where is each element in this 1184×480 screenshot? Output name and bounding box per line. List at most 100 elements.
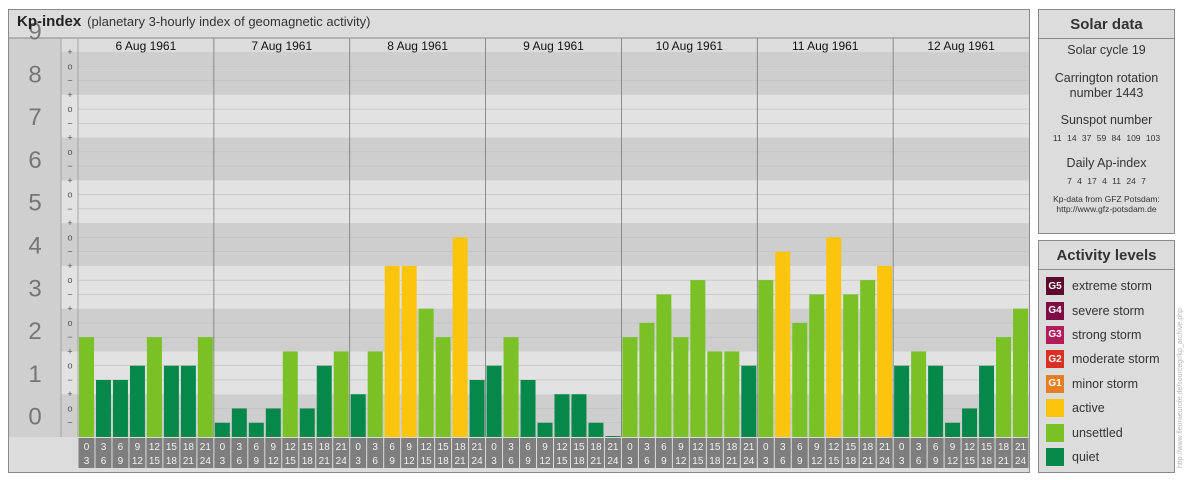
kp-bar xyxy=(605,436,621,437)
hour-start-label: 9 xyxy=(406,442,412,453)
hour-box xyxy=(672,438,689,468)
hour-end-label: 3 xyxy=(899,456,905,467)
hour-start-label: 3 xyxy=(101,442,107,453)
hour-end-label: 12 xyxy=(404,456,416,467)
activity-level-label: quiet xyxy=(1072,449,1100,464)
hour-start-label: 15 xyxy=(573,442,585,453)
hour-end-label: 9 xyxy=(797,456,803,467)
hour-box xyxy=(503,438,520,468)
kp-band xyxy=(9,180,1029,224)
day-label: 11 Aug 1961 xyxy=(792,39,859,53)
kp-bar xyxy=(877,265,893,437)
hour-box xyxy=(978,438,995,468)
y-minor-label: + xyxy=(67,389,72,399)
hour-box xyxy=(1012,438,1029,468)
hour-start-label: 0 xyxy=(220,442,226,453)
hour-box xyxy=(774,438,791,468)
kp-bar xyxy=(520,379,536,437)
hour-box xyxy=(537,438,553,468)
y-minor-label: o xyxy=(67,61,72,71)
hour-start-label: 0 xyxy=(84,442,90,453)
y-tick-label: 6 xyxy=(28,147,41,174)
hour-start-label: 3 xyxy=(372,442,378,453)
kp-bar xyxy=(656,294,672,437)
hour-box xyxy=(418,438,435,468)
hour-box xyxy=(163,438,180,468)
hour-end-label: 24 xyxy=(472,456,484,467)
hour-end-label: 24 xyxy=(743,456,755,467)
hour-end-label: 6 xyxy=(101,456,107,467)
hour-box xyxy=(842,438,859,468)
y-minor-label: o xyxy=(67,275,72,285)
carrington-line-2: number 1443 xyxy=(1069,86,1144,100)
hour-box xyxy=(350,438,367,468)
hour-end-label: 6 xyxy=(644,456,650,467)
hour-start-label: 9 xyxy=(950,442,956,453)
kp-bar xyxy=(435,337,451,437)
kp-bar xyxy=(826,237,842,437)
kp-bar xyxy=(707,351,723,437)
y-minor-label: + xyxy=(67,47,72,57)
activity-level-swatch: G4 xyxy=(1046,301,1064,320)
hour-box xyxy=(961,438,978,468)
activity-level-extreme-storm: G5 extreme storm xyxy=(1039,274,1174,298)
solar-cycle: Solar cycle 19 xyxy=(1067,43,1146,57)
hour-box xyxy=(791,438,808,468)
hour-end-label: 6 xyxy=(916,456,922,467)
y-minor-label: − xyxy=(67,76,72,86)
hour-start-label: 12 xyxy=(828,442,840,453)
kp-bar xyxy=(911,351,927,437)
kp-bar xyxy=(265,408,281,437)
hour-end-label: 9 xyxy=(933,456,939,467)
chart-title-main: Kp-index xyxy=(17,13,82,30)
hour-box xyxy=(825,438,842,468)
kp-bar xyxy=(945,422,961,437)
hour-end-label: 3 xyxy=(355,456,361,467)
hour-start-label: 18 xyxy=(726,442,738,453)
hour-end-label: 15 xyxy=(285,456,297,467)
kp-bar xyxy=(979,365,995,437)
hour-box xyxy=(655,438,672,468)
kp-bar xyxy=(571,394,587,437)
kp-bar xyxy=(894,365,910,437)
activity-level-strong-storm: G3 strong storm xyxy=(1039,323,1174,347)
kp-band xyxy=(9,223,1029,266)
hour-start-label: 0 xyxy=(627,442,633,453)
hour-box xyxy=(723,438,740,468)
hour-box xyxy=(570,438,587,468)
activity-level-swatch xyxy=(1046,399,1064,418)
activity-level-label: moderate storm xyxy=(1072,352,1160,367)
kp-bar xyxy=(350,394,366,437)
hour-end-label: 12 xyxy=(268,456,280,467)
kp-band xyxy=(9,265,1029,309)
kp-bar xyxy=(792,322,808,437)
hour-box xyxy=(604,438,621,468)
kp-band xyxy=(9,94,1029,138)
y-minor-label: + xyxy=(67,175,72,185)
hour-box xyxy=(112,438,129,468)
hour-start-label: 9 xyxy=(678,442,684,453)
hour-end-label: 15 xyxy=(421,456,433,467)
hour-box xyxy=(180,438,197,468)
y-minor-label: − xyxy=(67,161,72,171)
hour-start-label: 6 xyxy=(118,442,124,453)
hour-start-label: 18 xyxy=(455,442,467,453)
kp-band xyxy=(9,52,1029,95)
hour-end-label: 3 xyxy=(491,456,497,467)
hour-box xyxy=(265,438,282,468)
hour-box xyxy=(638,438,655,468)
activity-level-unsettled: unsettled xyxy=(1039,420,1174,444)
credit-link[interactable]: http://www.gfz-potsdam.de xyxy=(1056,204,1157,214)
activity-level-label: unsettled xyxy=(1072,425,1123,440)
hour-start-label: 6 xyxy=(933,442,939,453)
hour-end-label: 12 xyxy=(947,456,959,467)
y-tick-label: 5 xyxy=(28,190,41,217)
hour-end-label: 9 xyxy=(389,456,395,467)
hour-box xyxy=(706,438,723,468)
hour-start-label: 6 xyxy=(389,442,395,453)
y-minor-label: − xyxy=(67,204,72,214)
solar-data-panel: Solar data Solar cycle 19 Carrington rot… xyxy=(1038,9,1175,234)
y-tick-label: 1 xyxy=(28,361,41,388)
y-minor-label: − xyxy=(67,247,72,257)
y-minor-label: − xyxy=(67,418,72,428)
